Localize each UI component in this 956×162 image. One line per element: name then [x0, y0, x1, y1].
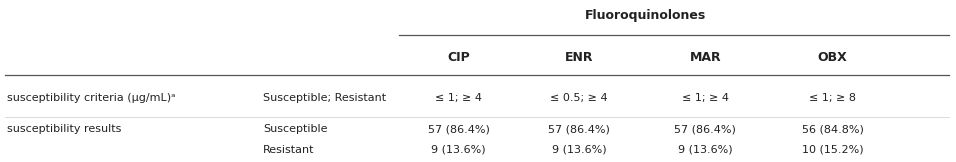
- Text: OBX: OBX: [817, 52, 847, 64]
- Text: Fluoroquinolones: Fluoroquinolones: [585, 9, 706, 22]
- Text: susceptibility criteria (μg/mL)ᵃ: susceptibility criteria (μg/mL)ᵃ: [7, 93, 175, 104]
- Text: susceptibility results: susceptibility results: [7, 124, 121, 134]
- Text: 57 (86.4%): 57 (86.4%): [427, 124, 489, 134]
- Text: 57 (86.4%): 57 (86.4%): [548, 124, 610, 134]
- Text: CIP: CIP: [447, 52, 470, 64]
- Text: Susceptible: Susceptible: [263, 124, 328, 134]
- Text: ≤ 1; ≥ 4: ≤ 1; ≥ 4: [435, 93, 482, 104]
- Text: ≤ 1; ≥ 4: ≤ 1; ≥ 4: [682, 93, 728, 104]
- Text: 9 (13.6%): 9 (13.6%): [552, 145, 606, 155]
- Text: 10 (15.2%): 10 (15.2%): [802, 145, 863, 155]
- Text: ENR: ENR: [565, 52, 594, 64]
- Text: MAR: MAR: [689, 52, 721, 64]
- Text: 9 (13.6%): 9 (13.6%): [431, 145, 486, 155]
- Text: ≤ 0.5; ≥ 4: ≤ 0.5; ≥ 4: [551, 93, 608, 104]
- Text: 9 (13.6%): 9 (13.6%): [678, 145, 732, 155]
- Text: Susceptible; Resistant: Susceptible; Resistant: [263, 93, 386, 104]
- Text: ≤ 1; ≥ 8: ≤ 1; ≥ 8: [809, 93, 856, 104]
- Text: 56 (84.8%): 56 (84.8%): [802, 124, 863, 134]
- Text: Resistant: Resistant: [263, 145, 315, 155]
- Text: 57 (86.4%): 57 (86.4%): [674, 124, 736, 134]
